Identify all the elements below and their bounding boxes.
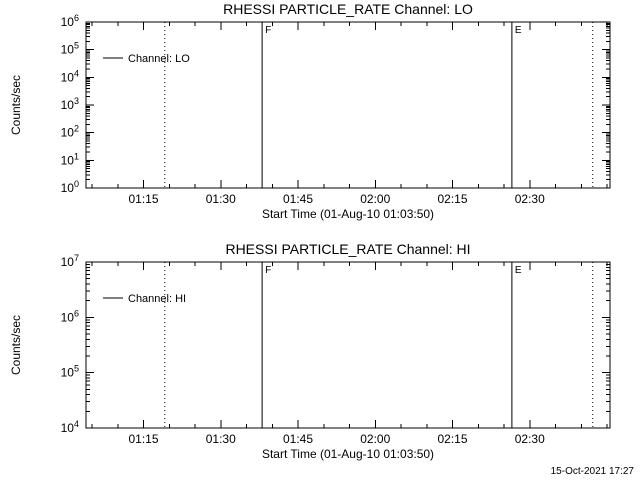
x-tick-label: 02:30 xyxy=(515,192,545,206)
x-axis-label: Start Time (01-Aug-10 01:03:50) xyxy=(262,447,434,461)
x-tick-label: 01:30 xyxy=(206,432,236,446)
y-tick-label: 103 xyxy=(61,96,79,112)
y-axis-label: Counts/sec xyxy=(9,315,23,375)
y-tick-label: 105 xyxy=(61,364,79,380)
y-axis-label: Counts/sec xyxy=(9,75,23,135)
event-label: F xyxy=(265,25,271,36)
event-label: F xyxy=(265,265,271,276)
event-label: E xyxy=(515,25,522,36)
render-timestamp: 15-Oct-2021 17:27 xyxy=(550,466,634,477)
plot-box xyxy=(85,261,611,429)
y-tick-label: 100 xyxy=(61,179,79,195)
chart-title: RHESSI PARTICLE_RATE Channel: HI xyxy=(225,241,470,257)
x-tick-label: 02:30 xyxy=(515,432,545,446)
chart-title: RHESSI PARTICLE_RATE Channel: LO xyxy=(223,1,473,17)
x-tick-label: 01:45 xyxy=(283,432,313,446)
event-label: E xyxy=(515,265,522,276)
x-tick-label: 02:15 xyxy=(438,432,468,446)
y-tick-label: 106 xyxy=(61,308,79,324)
y-tick-label: 101 xyxy=(61,151,79,167)
x-tick-label: 01:30 xyxy=(206,192,236,206)
y-tick-label: 104 xyxy=(61,419,79,435)
legend-label: Channel: HI xyxy=(128,293,186,305)
y-tick-label: 102 xyxy=(61,124,79,140)
y-tick-label: 104 xyxy=(61,68,79,84)
y-tick-label: 106 xyxy=(61,13,79,29)
x-tick-label: 01:15 xyxy=(129,192,159,206)
x-tick-label: 01:15 xyxy=(129,432,159,446)
x-axis-label: Start Time (01-Aug-10 01:03:50) xyxy=(262,207,434,221)
x-tick-label: 02:00 xyxy=(360,432,390,446)
legend-label: Channel: LO xyxy=(128,53,190,65)
x-tick-label: 02:15 xyxy=(438,192,468,206)
x-tick-label: 02:00 xyxy=(360,192,390,206)
y-tick-label: 107 xyxy=(61,253,79,269)
y-tick-label: 105 xyxy=(61,41,79,57)
x-tick-label: 01:45 xyxy=(283,192,313,206)
chart-hi: 104 105 106 107 01:15 01:30 01:45 02:00 02:15 02:… xyxy=(9,241,611,461)
chart-lo: 100 101 102 103 104 105 106 01:15 01:30 01:45 02:0… xyxy=(9,1,611,221)
